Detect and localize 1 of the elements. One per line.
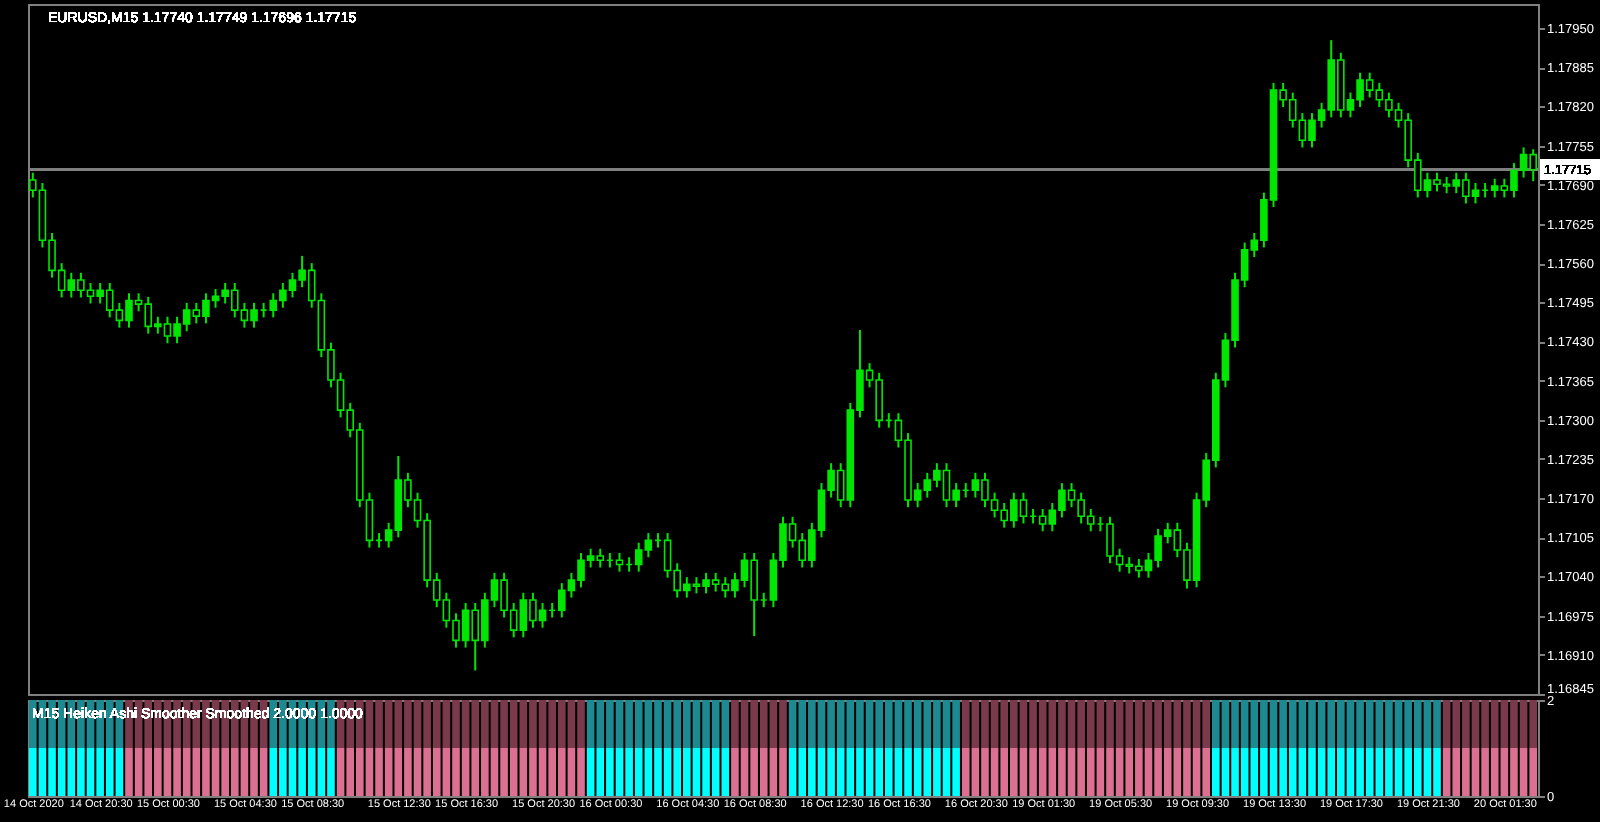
candlestick bbox=[615, 551, 624, 573]
